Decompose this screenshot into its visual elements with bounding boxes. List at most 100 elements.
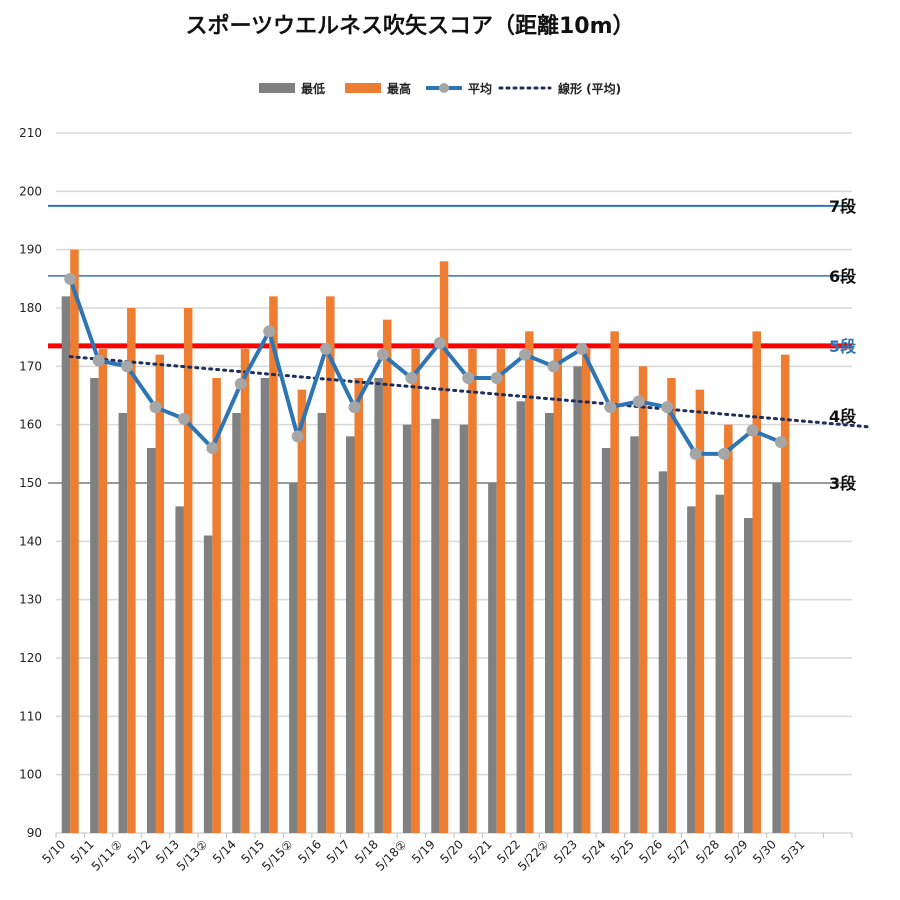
average-point: [149, 401, 162, 414]
bar-max: [439, 261, 449, 833]
y-tick-label: 190: [19, 243, 42, 257]
bar-min: [402, 424, 412, 833]
average-point: [263, 325, 276, 338]
x-tick-label: 5/12: [125, 837, 154, 866]
average-line-layer: [64, 272, 787, 460]
y-tick-label: 170: [19, 359, 42, 373]
y-tick-label: 180: [19, 301, 42, 315]
average-point: [121, 360, 134, 373]
bar-min: [630, 436, 639, 833]
x-tick-label: 5/10: [39, 837, 68, 866]
level-lines: 7段 6段 5段 4段 3段: [48, 197, 857, 493]
bar-max: [724, 424, 733, 833]
average-point: [718, 447, 731, 460]
x-tick-label: 5/29: [722, 837, 751, 866]
y-tick-label: 110: [19, 709, 42, 723]
bar-min: [687, 506, 696, 833]
average-point: [348, 401, 361, 414]
legend-label: 線形 (平均): [558, 81, 621, 96]
bar-max: [269, 296, 278, 833]
average-point: [604, 401, 617, 414]
bar-max: [581, 348, 591, 833]
trend-layer: [68, 355, 869, 429]
x-tick-label: 5/23: [551, 837, 580, 866]
bar-min: [118, 413, 128, 833]
y-tick-label: 100: [19, 768, 42, 782]
x-tick-label: 5/22②: [515, 837, 552, 874]
bar-min: [61, 296, 71, 833]
bar-max: [240, 348, 250, 833]
bar-min: [289, 483, 298, 833]
bar-min: [516, 401, 526, 833]
y-tick-label: 200: [19, 184, 42, 198]
bar-max: [183, 308, 193, 833]
legend-marker: [439, 83, 449, 93]
average-point: [575, 342, 588, 355]
bar-max: [610, 331, 619, 833]
y-tick-label: 210: [19, 126, 42, 140]
average-point: [632, 395, 645, 408]
average-point: [234, 377, 247, 390]
bar-max: [98, 348, 108, 833]
average-point: [433, 337, 446, 349]
average-point: [92, 354, 105, 367]
bar-min: [459, 424, 469, 833]
y-tick-label: 150: [19, 476, 42, 490]
legend: 最低 最高 平均 線形 (平均): [259, 81, 621, 96]
level-label: 5段: [829, 337, 857, 356]
average-point: [64, 272, 77, 285]
bar-min: [232, 413, 241, 833]
y-tick-label: 90: [27, 826, 42, 840]
bar-max: [780, 354, 790, 833]
bar-max: [553, 348, 562, 833]
bar-max: [297, 389, 307, 833]
level-label: 6段: [829, 267, 857, 286]
x-tick-label: 5/30: [750, 837, 779, 866]
bar-min: [601, 448, 611, 833]
average-point: [746, 424, 759, 437]
x-tick-label: 5/24: [580, 837, 609, 866]
bar-min: [346, 436, 355, 833]
bar-max: [354, 378, 363, 833]
bar-min: [374, 378, 383, 833]
average-point: [519, 348, 532, 361]
legend-swatch: [345, 83, 381, 93]
average-point: [320, 342, 333, 355]
x-tick-label: 5/15②: [259, 837, 296, 874]
y-tick-label: 160: [19, 418, 42, 432]
bar-layer: [61, 249, 790, 834]
bar-max: [411, 348, 420, 833]
level-label: 3段: [829, 474, 857, 493]
average-point: [177, 412, 190, 425]
y-tick-label: 130: [19, 593, 42, 607]
average-point: [376, 348, 389, 361]
legend-label: 平均: [468, 81, 492, 96]
x-tick-label: 5/13②: [174, 837, 211, 874]
bar-min: [431, 418, 440, 833]
average-point: [462, 372, 475, 384]
bar-max: [496, 348, 506, 833]
chart-title: スポーツウエルネス吹矢スコア（距離10m）: [185, 14, 635, 39]
x-tick-label: 5/17: [324, 837, 353, 866]
x-tick-label: 5/19: [409, 837, 438, 866]
x-tick-label: 5/27: [665, 837, 694, 866]
x-tick-label: 5/14: [210, 837, 239, 866]
bar-max: [70, 249, 79, 833]
average-point: [291, 430, 304, 443]
average-point: [689, 447, 702, 460]
x-tick-label: 5/25: [608, 837, 637, 866]
bar-max: [382, 319, 392, 834]
bar-max: [695, 389, 705, 833]
x-tick-label: 5/21: [466, 837, 495, 866]
average-point: [774, 436, 787, 449]
x-tick-label: 5/20: [437, 837, 466, 866]
level-label: 4段: [829, 407, 857, 426]
bar-max: [326, 296, 335, 833]
x-tick-label: 5/16: [295, 837, 324, 866]
average-point: [547, 360, 560, 373]
bar-min: [147, 448, 156, 833]
average-point: [490, 372, 503, 384]
trend-line: [68, 355, 869, 429]
bar-min: [260, 378, 270, 833]
